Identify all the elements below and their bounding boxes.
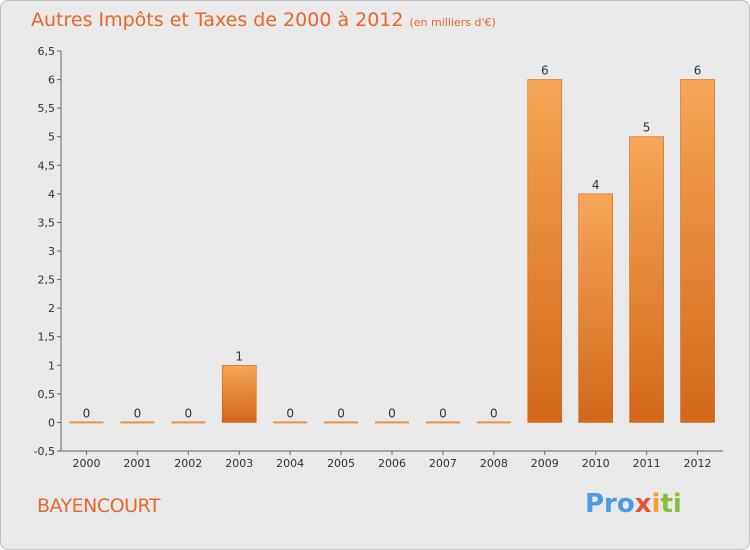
- bar: [324, 421, 359, 424]
- y-tick-label: 4: [48, 188, 55, 201]
- data-label: 6: [541, 64, 549, 78]
- x-tick-label: 2003: [225, 457, 253, 470]
- bar: [69, 421, 104, 424]
- y-tick-label: 5,5: [38, 102, 56, 115]
- data-label: 4: [592, 178, 600, 192]
- y-tick-label: 2,5: [38, 274, 56, 287]
- location-name: BAYENCOURT: [37, 495, 160, 517]
- y-tick-label: 1: [48, 359, 55, 372]
- x-tick-label: 2010: [582, 457, 610, 470]
- x-tick-label: 2009: [531, 457, 559, 470]
- data-label: 0: [184, 406, 192, 420]
- logo-part-4: ti: [660, 489, 682, 519]
- y-tick-label: 6: [48, 74, 55, 87]
- x-tick-label: 2000: [72, 457, 100, 470]
- bar: [527, 79, 563, 423]
- data-label: 1: [235, 349, 243, 363]
- data-label: 0: [490, 406, 498, 420]
- logo-part-3: i: [651, 489, 661, 519]
- data-label: 0: [83, 406, 91, 420]
- bar: [629, 136, 664, 423]
- y-tick-label: 5: [48, 131, 55, 144]
- y-tick-label: 2: [48, 302, 55, 315]
- data-label: 0: [134, 406, 142, 420]
- bar: [578, 193, 613, 423]
- x-tick-label: 2012: [684, 457, 712, 470]
- bar: [680, 79, 715, 423]
- chart-title: Autres Impôts et Taxes de 2000 à 2012 (en…: [31, 9, 496, 31]
- y-tick-label: 4,5: [38, 159, 56, 172]
- chart-subtitle: (en milliers d'€): [409, 16, 496, 29]
- data-label: 0: [337, 406, 345, 420]
- y-tick-label: 3: [48, 245, 55, 258]
- data-label: 0: [439, 406, 447, 420]
- logo-part-1: Pro: [585, 489, 635, 519]
- data-label: 0: [286, 406, 294, 420]
- x-tick-label: 2011: [633, 457, 661, 470]
- y-tick-label: 0,5: [38, 388, 56, 401]
- logo-part-2: x: [634, 489, 652, 519]
- data-label: 0: [388, 406, 396, 420]
- y-tick-label: -0,5: [34, 445, 55, 458]
- x-tick-label: 2005: [327, 457, 355, 470]
- y-tick-label: 1,5: [38, 331, 56, 344]
- y-tick-label: 6,5: [38, 45, 56, 58]
- bar: [273, 421, 308, 424]
- x-tick-label: 2008: [480, 457, 508, 470]
- data-label: 6: [694, 64, 702, 78]
- y-tick-label: 3,5: [38, 216, 56, 229]
- bar: [375, 421, 409, 424]
- bar: [221, 364, 257, 423]
- proxiti-logo: Proxiti: [585, 489, 682, 519]
- data-label: 5: [643, 121, 651, 135]
- chart-title-text: Autres Impôts et Taxes de 2000 à 2012: [31, 9, 404, 31]
- bar: [425, 421, 460, 424]
- x-tick-label: 2004: [276, 457, 304, 470]
- bar: [171, 421, 206, 424]
- x-tick-label: 2001: [123, 457, 151, 470]
- bar: [476, 421, 511, 424]
- bar: [120, 421, 155, 424]
- x-tick-label: 2002: [174, 457, 202, 470]
- y-tick-label: 0: [48, 416, 55, 429]
- x-tick-label: 2006: [378, 457, 406, 470]
- x-tick-label: 2007: [429, 457, 457, 470]
